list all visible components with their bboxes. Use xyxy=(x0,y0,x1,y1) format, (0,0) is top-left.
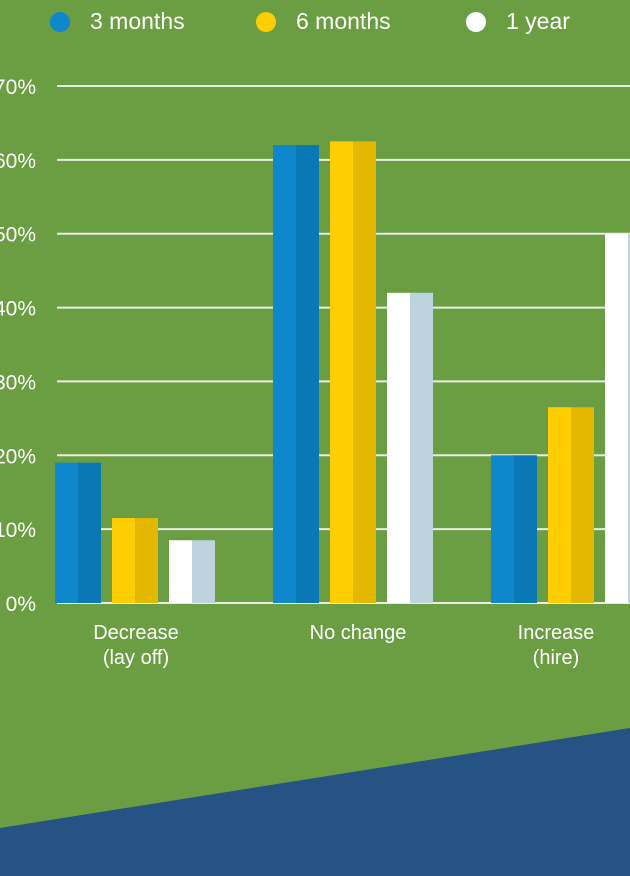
x-category-label: No change xyxy=(310,622,407,644)
bar-side xyxy=(135,518,158,603)
bar-face xyxy=(330,141,353,603)
bar-face xyxy=(273,145,296,604)
legend-label: 3 months xyxy=(90,8,185,34)
y-tick-label: 0% xyxy=(6,593,36,616)
legend-label: 1 year xyxy=(506,8,570,34)
bar-face xyxy=(169,540,192,603)
legend-item-3-months: 3 months xyxy=(50,8,185,35)
y-tick-label: 40% xyxy=(0,298,36,321)
bar-face xyxy=(605,233,628,603)
bar xyxy=(169,540,215,603)
y-tick-label: 60% xyxy=(0,150,36,173)
y-tick-label: 30% xyxy=(0,371,36,394)
y-tick-labels: 0% 10% 20% 30% 40% 50% 60% 70% xyxy=(0,76,36,616)
bar-side xyxy=(628,233,630,603)
bar xyxy=(548,407,594,603)
legend-item-1-year: 1 year xyxy=(466,8,570,35)
bar-side xyxy=(514,455,537,603)
bar xyxy=(491,455,537,603)
bar xyxy=(605,233,630,603)
bar-face xyxy=(491,455,514,603)
x-category-labels: Decrease (lay off) No change Increase (hire) xyxy=(93,622,594,669)
bar xyxy=(273,145,319,604)
bar xyxy=(330,141,376,603)
bar-side xyxy=(353,141,376,603)
bar xyxy=(55,462,101,603)
y-tick-label: 10% xyxy=(0,519,36,542)
bars xyxy=(55,141,630,604)
bar xyxy=(112,518,158,603)
bar-side xyxy=(571,407,594,603)
bar-face xyxy=(112,518,135,603)
y-tick-label: 20% xyxy=(0,445,36,468)
y-tick-label: 70% xyxy=(0,76,36,99)
legend-label: 6 months xyxy=(296,8,391,34)
legend-item-6-months: 6 months xyxy=(256,8,391,35)
bar-face xyxy=(55,462,78,603)
bottom-band xyxy=(0,728,630,876)
bar-side xyxy=(410,292,433,603)
bar xyxy=(387,292,433,603)
bar-side xyxy=(192,540,215,603)
bar-side xyxy=(296,145,319,604)
legend-swatch-6-months xyxy=(256,11,276,32)
legend-swatch-1-year xyxy=(466,11,486,32)
x-category-label: Decrease (lay off) xyxy=(93,622,179,669)
bar-face xyxy=(548,407,571,603)
x-category-label: Increase (hire) xyxy=(518,622,595,669)
legend-swatch-3-months xyxy=(50,11,70,32)
bar-face xyxy=(387,292,410,603)
y-tick-label: 50% xyxy=(0,224,36,247)
legend: 3 months 6 months 1 year xyxy=(0,8,630,38)
bar-side xyxy=(78,462,101,603)
